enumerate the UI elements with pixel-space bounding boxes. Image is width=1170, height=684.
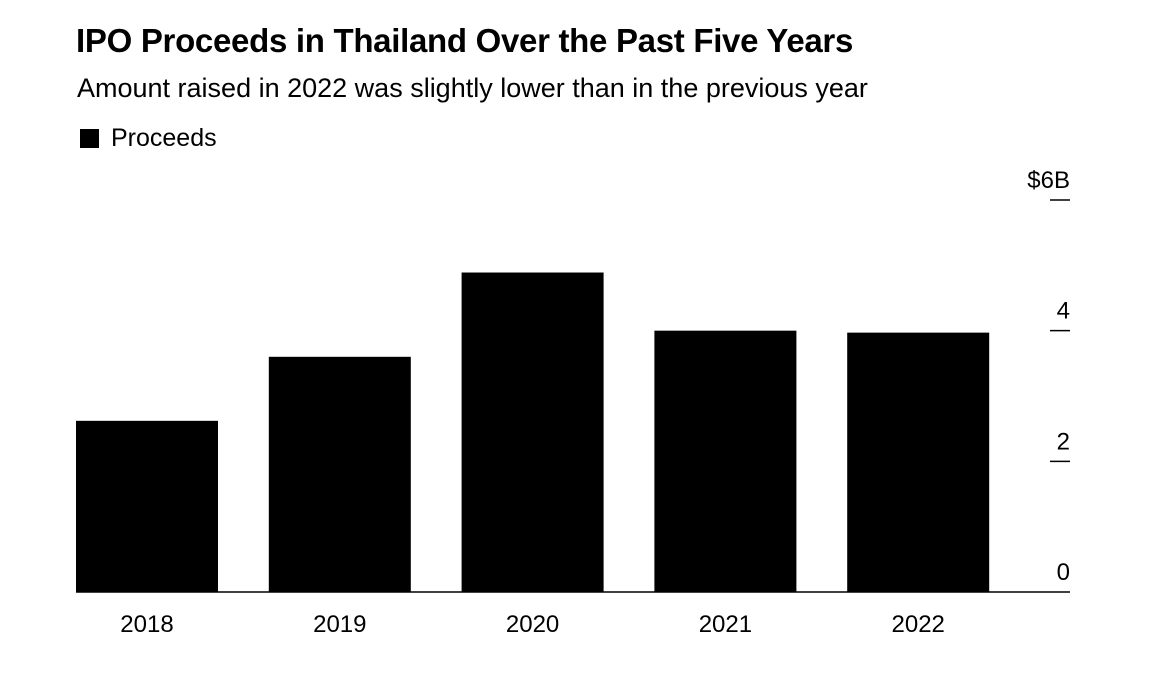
bar-2020 <box>461 272 604 592</box>
y-tick-label-0: 0 <box>1057 559 1070 586</box>
bar-2022 <box>847 332 990 592</box>
y-tick-label-4: 4 <box>1057 298 1070 325</box>
bar-2018 <box>76 420 218 592</box>
legend-label: Proceeds <box>111 124 217 152</box>
x-tick-label-2022: 2022 <box>892 611 945 638</box>
legend-swatch <box>80 129 99 148</box>
y-axis: 0 2 4 $6B <box>1027 167 1070 586</box>
x-tick-label-2021: 2021 <box>699 611 752 638</box>
x-tick-label-2018: 2018 <box>120 611 173 638</box>
y-tick-label-6: $6B <box>1027 167 1070 194</box>
x-tick-label-2020: 2020 <box>506 611 559 638</box>
bars-group <box>76 272 990 592</box>
x-tick-label-2019: 2019 <box>313 611 366 638</box>
y-tick-label-2: 2 <box>1057 428 1070 455</box>
chart-subtitle: Amount raised in 2022 was slightly lower… <box>77 73 868 103</box>
chart-title: IPO Proceeds in Thailand Over the Past F… <box>76 22 854 59</box>
x-axis-labels: 2018 2019 2020 2021 2022 <box>120 611 945 638</box>
bar-2021 <box>654 330 797 592</box>
legend: Proceeds <box>80 124 217 153</box>
bar-2019 <box>268 356 411 592</box>
